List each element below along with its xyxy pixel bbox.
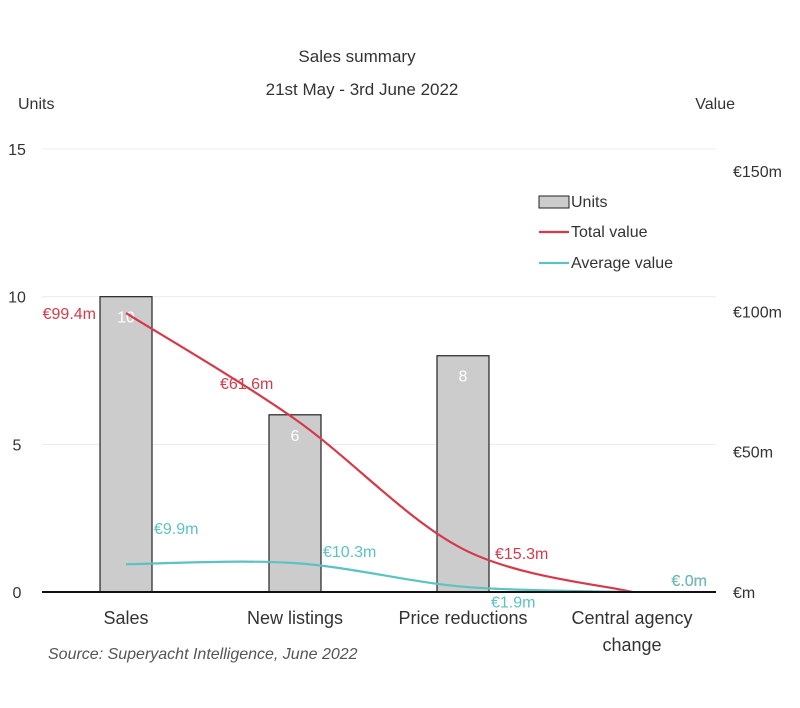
left-axis-ticks: 0 5 10 15 xyxy=(8,142,26,602)
chart-title: Sales summary xyxy=(298,47,416,66)
units-bar-label: 8 xyxy=(459,369,468,386)
units-bar xyxy=(99,296,153,593)
legend-units-label: Units xyxy=(571,194,607,211)
right-tick-label: €m xyxy=(733,585,755,602)
category-label: New listings xyxy=(247,608,343,628)
category-label: Sales xyxy=(103,608,148,628)
value-lines: €99.4m€61.6m€15.3m€.0m€9.9m€10.3m€1.9m€.… xyxy=(43,306,707,612)
gridlines xyxy=(42,148,716,445)
average-value-label: €10.3m xyxy=(323,544,376,561)
total-value-label: €61.6m xyxy=(220,376,273,393)
average-value-line xyxy=(125,560,633,594)
category-labels: Sales New listings Price reductions Central… xyxy=(103,608,692,655)
legend-average-label: Average value xyxy=(571,255,673,272)
total-value-label: €99.4m xyxy=(43,306,96,323)
category-label: Price reductions xyxy=(398,608,527,628)
total-value-line xyxy=(125,312,633,594)
legend-total-label: Total value xyxy=(571,224,648,241)
units-bar xyxy=(436,355,490,593)
average-value-label: €1.9m xyxy=(491,595,535,612)
average-value-label: €9.9m xyxy=(154,521,198,538)
right-tick-label: €150m xyxy=(733,164,782,181)
total-value-label: €.0m xyxy=(671,573,707,590)
total-value-label: €15.3m xyxy=(495,546,548,563)
average-value-label: €.0m xyxy=(671,573,707,590)
legend: Units Total value Average value xyxy=(538,194,673,272)
units-bar-label: 10 xyxy=(117,310,135,327)
left-tick-label: 0 xyxy=(13,585,22,602)
source-note: Source: Superyacht Intelligence, June 20… xyxy=(48,646,358,663)
legend-units-swatch xyxy=(538,195,570,209)
right-tick-label: €100m xyxy=(733,304,782,321)
left-tick-label: 15 xyxy=(8,142,26,159)
category-label: change xyxy=(602,635,661,655)
right-tick-label: €50m xyxy=(733,445,773,462)
left-axis-label: Units xyxy=(18,96,54,113)
right-axis-ticks: €m €50m €100m €150m xyxy=(733,164,782,602)
category-label: Central agency xyxy=(571,608,692,628)
right-axis-label: Value xyxy=(695,96,735,113)
units-bars: 10 6 8 xyxy=(99,296,490,593)
left-tick-label: 5 xyxy=(13,437,22,454)
units-bar-label: 6 xyxy=(291,428,300,445)
left-tick-label: 10 xyxy=(8,290,26,307)
chart-subtitle: 21st May - 3rd June 2022 xyxy=(266,80,459,99)
